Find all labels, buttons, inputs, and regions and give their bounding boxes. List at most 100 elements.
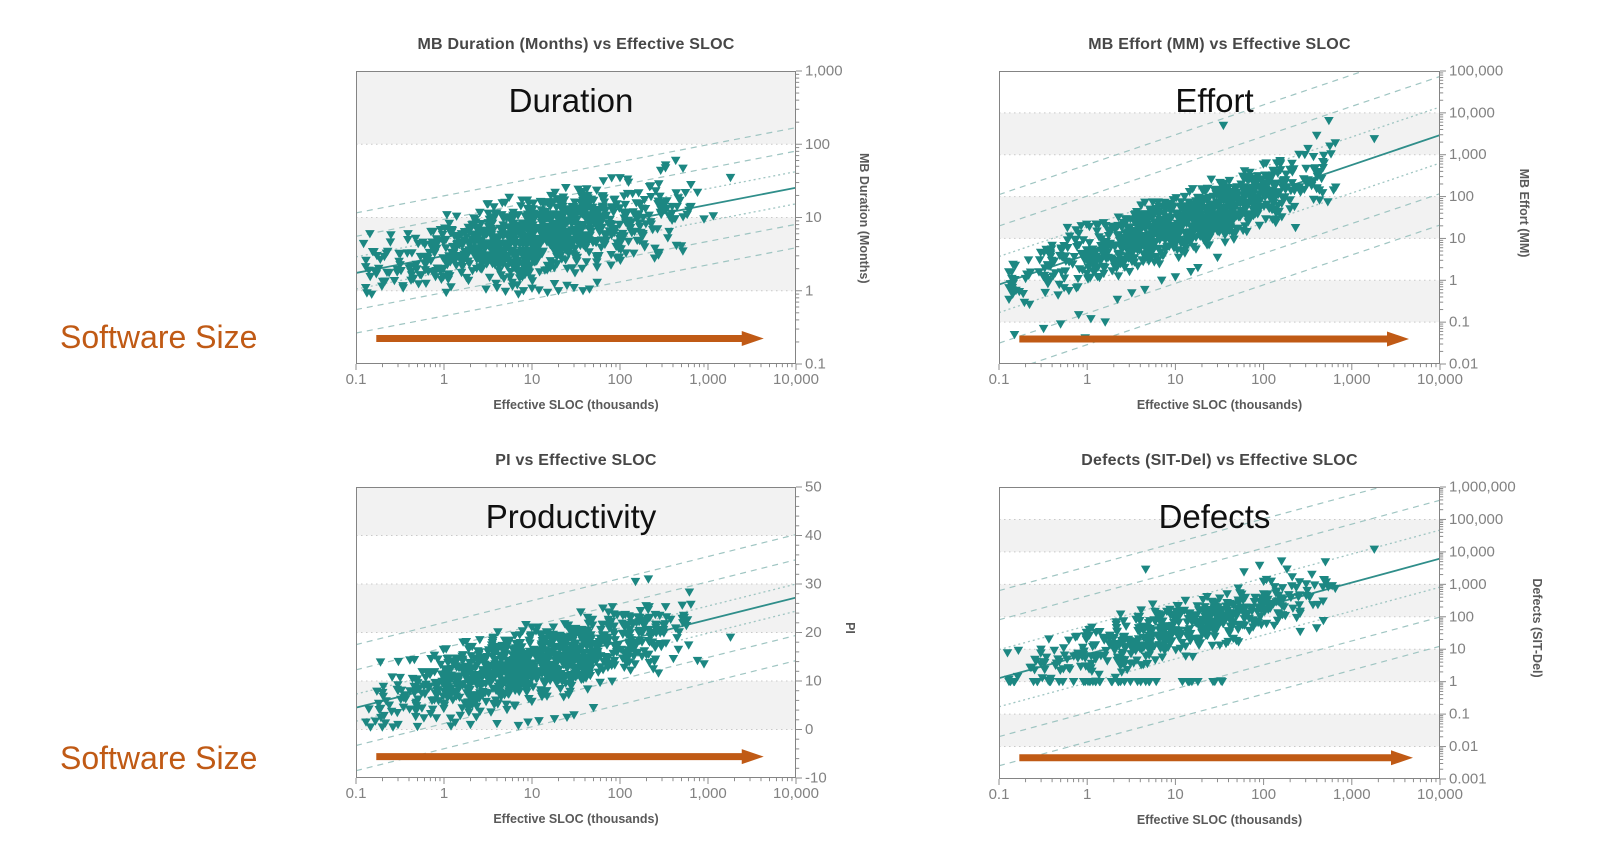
axis-ticks [355,70,802,370]
sigma-1-line [999,586,1440,708]
plot-border [356,487,796,778]
y-tick-label: 1 [805,282,813,299]
software-size-arrow [376,749,764,765]
x-tick-label: 10,000 [773,785,819,802]
y-tick-label: 100 [805,136,830,153]
tick-labels: 0.1 1 10 100 1,000 10,000 1,000 100 10 1 0.1 [346,63,843,389]
x-tick-label: 0.1 [346,371,367,388]
y-tick-label: 10 [1449,641,1466,658]
y-tick-label: 0.01 [1449,738,1478,755]
y-tick-label: 10 [805,673,822,690]
y-tick-label: 1 [1449,272,1457,289]
y-tick-label: 0.01 [1449,356,1478,373]
arrow-head [741,749,764,765]
annotation-effort: Effort [1175,82,1254,119]
y-tick-label: 10 [805,209,822,226]
plot-band [999,519,1440,552]
x-tick-label: 0.1 [989,371,1010,388]
x-tick-label: 1,000 [689,785,727,802]
plot-band [356,487,796,536]
y-tick-label: 1,000 [1449,146,1487,163]
arrow-head [741,330,764,346]
y-tick-label: 0.1 [805,356,826,373]
x-tick-label: 1,000 [1333,786,1371,803]
arrow-head [1386,331,1409,347]
x-tick-label: 10 [524,371,541,388]
y-tick-label: 0.1 [1449,706,1470,723]
plot-band [356,71,796,145]
x-tick-label: 10 [1167,371,1184,388]
sigma-3-line [999,71,1366,196]
y-tick-label: 0 [805,721,813,738]
plot-border [999,71,1440,364]
scatter-triangles [361,575,736,732]
x-tick-label: 1 [1083,786,1091,803]
chart-defects-vs-sloc: 0.1 1 10 100 1,000 10,000 1,000,000 100,000 10,0… [989,479,1516,804]
arrow-head [1390,750,1413,766]
y-tick-label: 1,000 [1449,576,1487,593]
chart-title-pi: PI vs Effective SLOC [495,452,657,469]
x-axis-label-defects: Effective SLOC (thousands) [1136,813,1303,827]
software-size-arrow [376,330,764,346]
plot-border [999,487,1440,779]
y-tick-label: 50 [805,479,822,496]
sigma-3-line [356,533,796,646]
chart-effort-vs-sloc: 0.1 1 10 100 1,000 10,000100,00010,0001,00010… [989,63,1504,389]
plot-border [356,71,796,364]
y-tick-label: 100,000 [1449,511,1503,528]
software-size-arrow [1019,750,1413,766]
sigma-3-line [356,247,796,334]
scatter-points [1004,117,1380,343]
sigma-3-line [356,660,796,772]
sigma-2-line [356,559,796,671]
x-tick-label: 10,000 [1417,371,1463,388]
y-tick-label: 40 [805,527,822,544]
x-tick-label: 10 [1167,786,1184,803]
y-tick-label: 0.001 [1449,771,1487,788]
y-tick-label: 20 [805,624,822,641]
y-tick-label: 10,000 [1449,104,1495,121]
y-axis-label-duration: MB Duration (Months) [857,152,871,284]
y-tick-label: 100 [1449,188,1474,205]
x-tick-label: 1 [1083,371,1091,388]
x-tick-label: 1 [440,785,448,802]
sigma-2-line [356,223,796,311]
annotation-productivity: Productivity [485,498,657,535]
scatter-triangles [1002,545,1380,687]
annotation-duration: Duration [508,82,634,119]
scatter-triangles [358,156,736,299]
x-axis-label-effort: Effective SLOC (thousands) [1136,398,1303,412]
x-tick-label: 100 [607,785,632,802]
y-tick-label: 10 [1449,230,1466,247]
scatter-points [361,575,736,732]
y-tick-label: -10 [805,770,827,787]
plot-band [999,714,1440,747]
x-tick-label: 10,000 [773,371,819,388]
y-tick-label: 10,000 [1449,543,1495,560]
plot-band [356,584,796,633]
axis-ticks [998,70,1446,370]
sigma-2-line [356,634,796,747]
sigma-1-line [999,529,1440,651]
software-size-arrow [1019,331,1409,347]
sigma-2-line [356,150,796,237]
x-tick-label: 100 [1251,786,1276,803]
axis-ticks [998,486,1446,785]
sigma-2-line [999,75,1440,227]
y-tick-label: 1,000 [805,63,843,80]
y-axis-label-effort: MB Effort (MM) [1517,168,1531,257]
chart-title-defects: Defects (SIT-Del) vs Effective SLOC [1081,452,1358,469]
x-tick-label: 1,000 [1333,371,1371,388]
sigma-2-line [999,193,1440,344]
x-axis-label-duration: Effective SLOC (thousands) [493,398,659,412]
y-tick-label: 30 [805,576,822,593]
x-tick-label: 0.1 [346,785,367,802]
row-label-software-size-bottom: Software Size [60,740,258,776]
chart-title-effort: MB Effort (MM) vs Effective SLOC [1088,36,1351,53]
tick-labels: 0.1 1 10 100 1,000 10,000 1,000,000 100,000 10,0… [989,479,1516,804]
x-tick-label: 0.1 [989,786,1010,803]
scatter-points [358,156,736,299]
chart-duration-vs-sloc: 0.1 1 10 100 1,000 10,000 1,000 100 10 1 0.1 [346,63,843,389]
